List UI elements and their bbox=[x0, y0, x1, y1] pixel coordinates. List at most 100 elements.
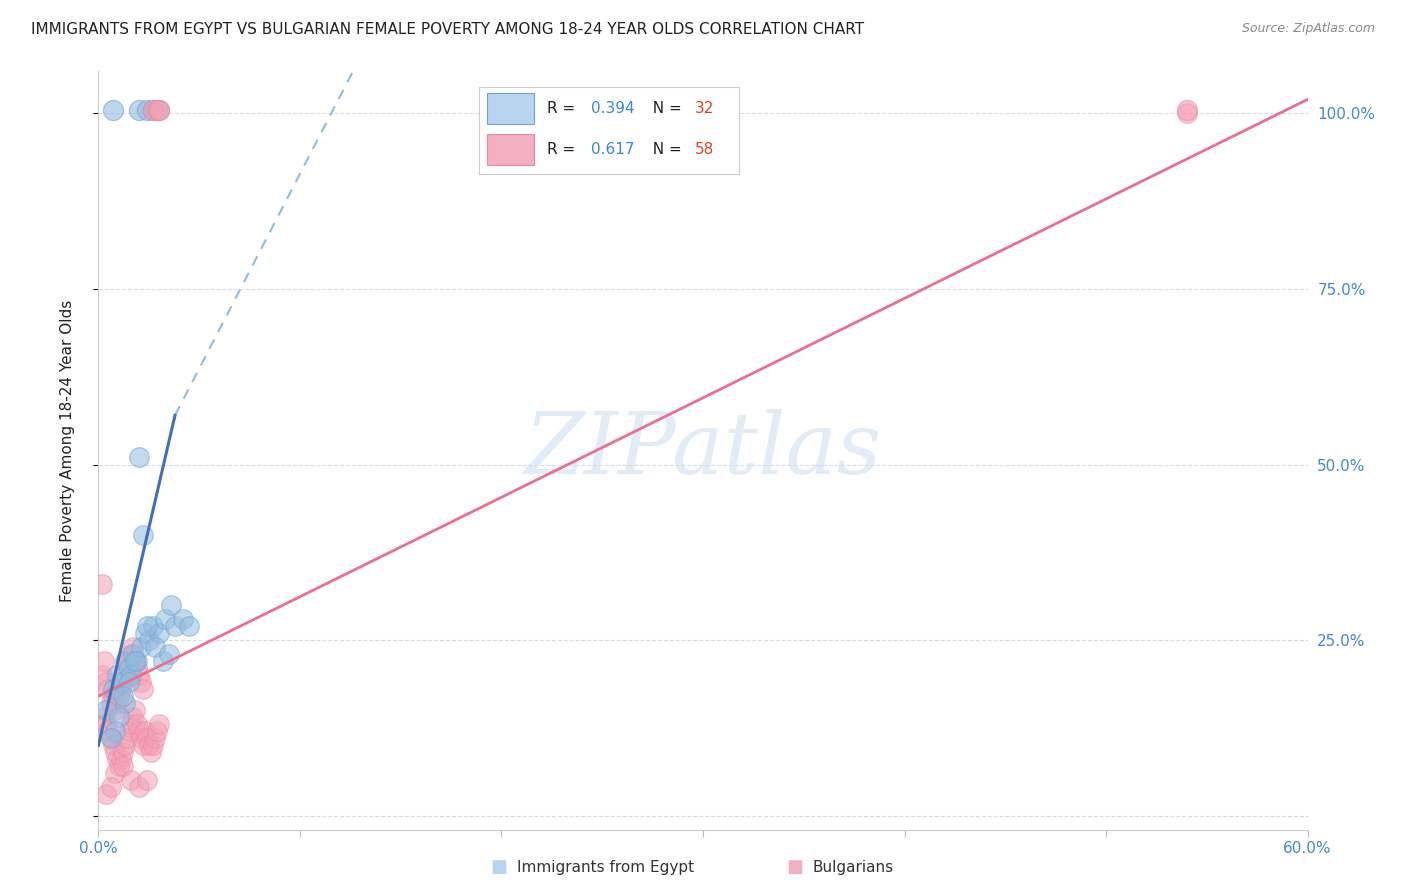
Point bbox=[157, 647, 180, 661]
Point bbox=[93, 710, 115, 724]
Point bbox=[124, 703, 146, 717]
Point bbox=[142, 739, 165, 753]
Point bbox=[152, 654, 174, 668]
Point bbox=[118, 661, 141, 675]
Point bbox=[111, 745, 134, 759]
Point bbox=[1175, 103, 1198, 117]
Point bbox=[105, 696, 128, 710]
Point bbox=[148, 103, 170, 117]
Point bbox=[135, 731, 157, 746]
Point bbox=[97, 724, 120, 739]
Point bbox=[143, 731, 166, 746]
Point bbox=[120, 647, 142, 661]
Point bbox=[103, 745, 125, 759]
Point bbox=[120, 717, 142, 731]
Text: ■: ■ bbox=[786, 858, 803, 876]
Point bbox=[128, 450, 150, 465]
Point bbox=[100, 731, 122, 746]
Point bbox=[110, 675, 132, 690]
Point bbox=[101, 689, 124, 703]
Text: Immigrants from Egypt: Immigrants from Egypt bbox=[517, 860, 695, 874]
Point bbox=[105, 752, 128, 766]
Point bbox=[107, 689, 129, 703]
Text: Source: ZipAtlas.com: Source: ZipAtlas.com bbox=[1241, 22, 1375, 36]
Text: Bulgarians: Bulgarians bbox=[813, 860, 894, 874]
Point bbox=[148, 717, 170, 731]
Point bbox=[121, 640, 143, 654]
Point bbox=[118, 675, 141, 690]
Point bbox=[163, 619, 186, 633]
Point bbox=[114, 668, 136, 682]
Point bbox=[91, 577, 114, 591]
Point bbox=[129, 731, 152, 746]
Point bbox=[146, 724, 169, 739]
Point bbox=[142, 103, 165, 117]
Point bbox=[125, 717, 148, 731]
Point bbox=[138, 633, 160, 648]
Point bbox=[179, 619, 201, 633]
Point bbox=[107, 759, 129, 773]
Point bbox=[1175, 106, 1198, 120]
Point bbox=[143, 640, 166, 654]
Point bbox=[111, 759, 134, 773]
Point bbox=[160, 598, 183, 612]
Point bbox=[110, 682, 132, 697]
Point bbox=[93, 654, 115, 668]
Point bbox=[96, 675, 118, 690]
Text: ZIPatlas: ZIPatlas bbox=[524, 409, 882, 491]
Point bbox=[172, 612, 194, 626]
Y-axis label: Female Poverty Among 18-24 Year Olds: Female Poverty Among 18-24 Year Olds bbox=[60, 300, 75, 601]
Point bbox=[153, 612, 176, 626]
Point bbox=[128, 724, 150, 739]
Point bbox=[120, 668, 142, 682]
Point bbox=[129, 675, 152, 690]
Point bbox=[121, 647, 143, 661]
Point bbox=[101, 103, 124, 117]
Point bbox=[107, 710, 129, 724]
Point bbox=[135, 773, 157, 788]
Point bbox=[135, 619, 157, 633]
Point bbox=[100, 731, 122, 746]
Point bbox=[114, 696, 136, 710]
Point bbox=[132, 527, 155, 541]
Point bbox=[139, 745, 162, 759]
Point bbox=[91, 668, 114, 682]
Point bbox=[100, 696, 122, 710]
Point bbox=[128, 780, 150, 795]
Point bbox=[134, 626, 156, 640]
Point bbox=[132, 682, 155, 697]
Point bbox=[111, 675, 134, 690]
Point bbox=[120, 773, 142, 788]
Point bbox=[103, 724, 125, 739]
Point bbox=[111, 689, 134, 703]
Point bbox=[100, 780, 122, 795]
Point bbox=[101, 739, 124, 753]
Point bbox=[96, 717, 118, 731]
Point bbox=[129, 640, 152, 654]
Text: ■: ■ bbox=[491, 858, 508, 876]
Point bbox=[142, 103, 165, 117]
Point bbox=[118, 654, 141, 668]
Point bbox=[132, 739, 155, 753]
Point bbox=[96, 703, 118, 717]
Text: IMMIGRANTS FROM EGYPT VS BULGARIAN FEMALE POVERTY AMONG 18-24 YEAR OLDS CORRELAT: IMMIGRANTS FROM EGYPT VS BULGARIAN FEMAL… bbox=[31, 22, 865, 37]
Point bbox=[124, 654, 146, 668]
Point bbox=[103, 703, 125, 717]
Point bbox=[114, 739, 136, 753]
Point bbox=[96, 788, 118, 802]
Point bbox=[121, 710, 143, 724]
Point bbox=[128, 668, 150, 682]
Point bbox=[118, 724, 141, 739]
Point bbox=[142, 619, 165, 633]
Point bbox=[148, 626, 170, 640]
Point bbox=[114, 654, 136, 668]
Point bbox=[148, 103, 170, 117]
Point bbox=[128, 103, 150, 117]
Point bbox=[125, 654, 148, 668]
Point bbox=[115, 661, 138, 675]
Point bbox=[125, 661, 148, 675]
Point bbox=[110, 752, 132, 766]
Point bbox=[97, 682, 120, 697]
Point bbox=[146, 103, 169, 117]
Point bbox=[124, 654, 146, 668]
